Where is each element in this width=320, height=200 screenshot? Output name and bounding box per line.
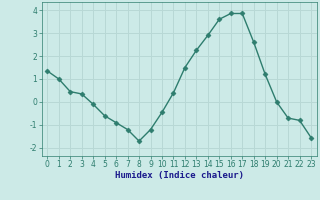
X-axis label: Humidex (Indice chaleur): Humidex (Indice chaleur) xyxy=(115,171,244,180)
